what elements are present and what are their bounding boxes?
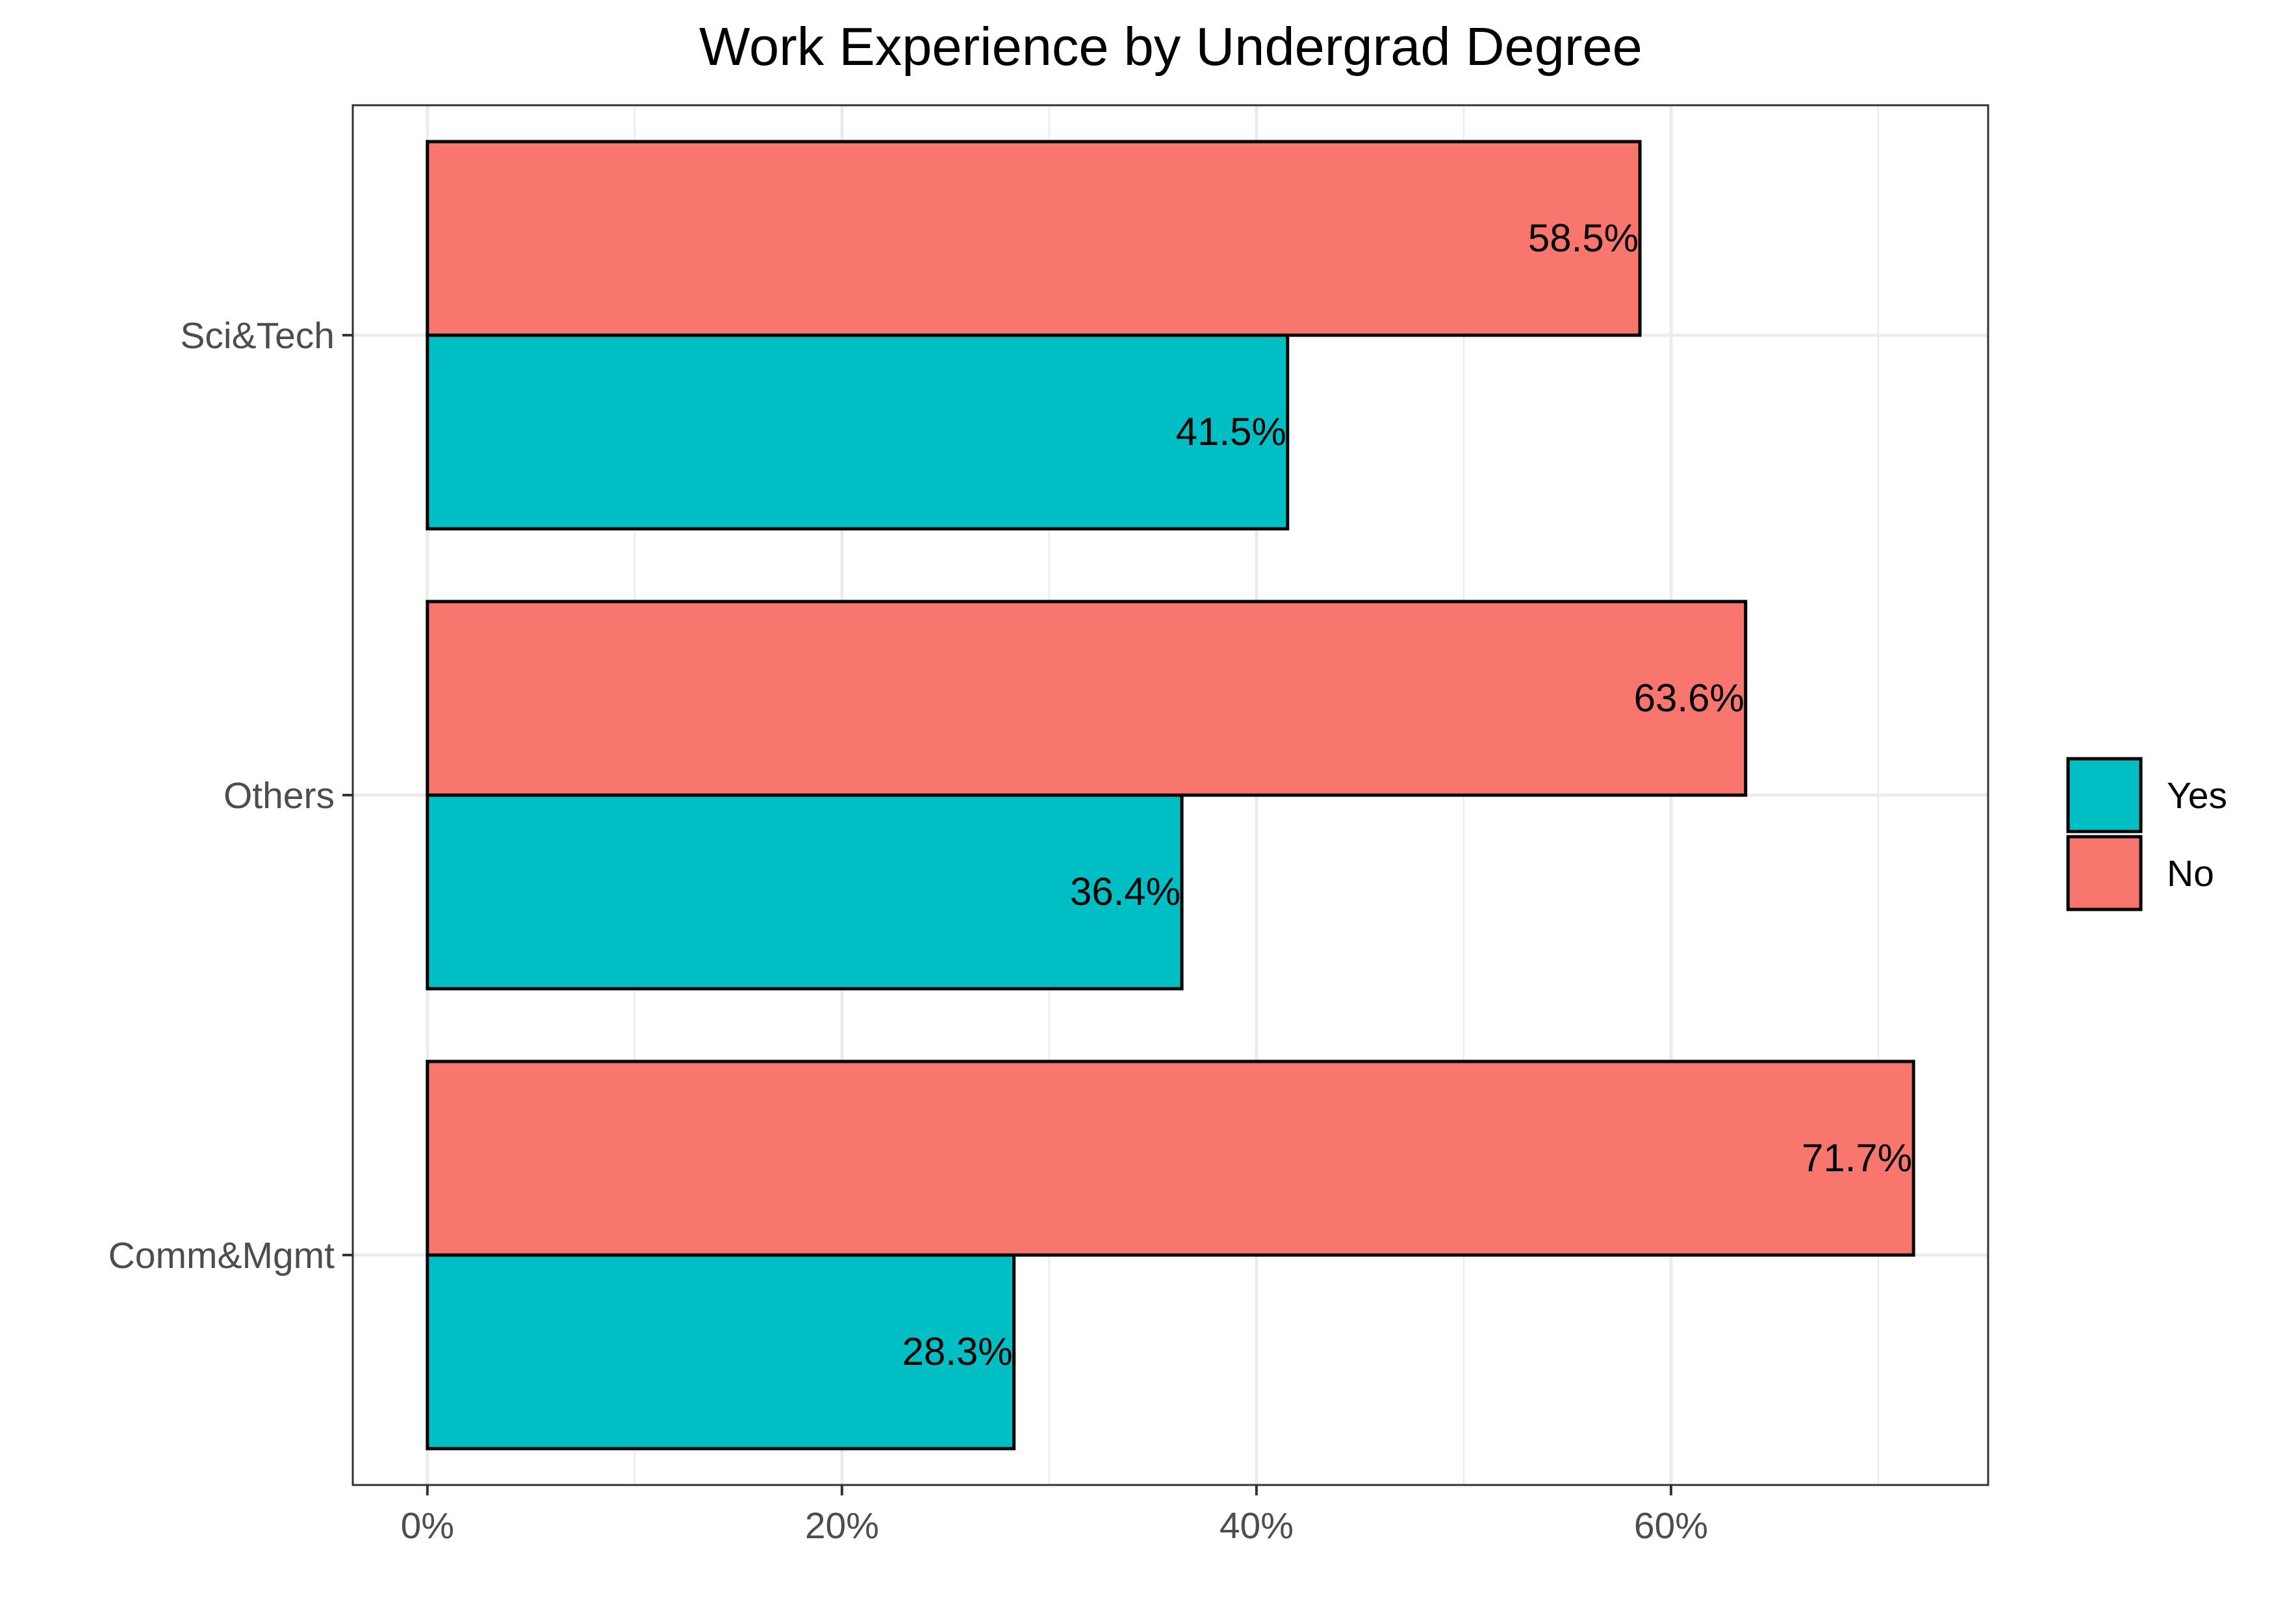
bar-label-yes-3: 28.3% bbox=[902, 1330, 1013, 1373]
y-axis: Sci&Tech Others Comm&Mgmt bbox=[109, 315, 353, 1276]
bar-yes-3 bbox=[426, 1253, 1016, 1451]
bar-label-yes-2: 36.4% bbox=[1070, 870, 1181, 913]
y-tick-label-1: Sci&Tech bbox=[180, 315, 335, 357]
legend-key-yes bbox=[2066, 757, 2143, 833]
x-axis: 0% 20% 40% 60% bbox=[401, 1485, 1708, 1547]
bar-no-3 bbox=[426, 1059, 1915, 1257]
legend-label-yes: Yes bbox=[2167, 775, 2227, 817]
bar-label-no-3: 71.7% bbox=[1802, 1136, 1912, 1180]
chart-title: Work Experience by Undergrad Degree bbox=[699, 16, 1642, 77]
bar-label-no-2: 63.6% bbox=[1634, 676, 1744, 720]
bar-yes-1 bbox=[426, 333, 1290, 531]
y-tick-label-3: Comm&Mgmt bbox=[109, 1235, 335, 1276]
y-tick-label-2: Others bbox=[224, 775, 335, 817]
legend-key-no bbox=[2066, 835, 2143, 911]
x-tick-label-1: 0% bbox=[401, 1505, 454, 1547]
bar-label-no-1: 58.5% bbox=[1528, 216, 1639, 260]
bar-label-yes-1: 41.5% bbox=[1176, 410, 1286, 453]
legend: Yes No bbox=[2066, 757, 2227, 911]
bar-no-2 bbox=[426, 600, 1748, 797]
x-tick-label-3: 40% bbox=[1220, 1505, 1294, 1547]
x-tick-label-4: 60% bbox=[1634, 1505, 1708, 1547]
x-tick-label-2: 20% bbox=[805, 1505, 879, 1547]
bar-labels: 58.5% 41.5% 63.6% 36.4% 71.7% 28.3% bbox=[902, 216, 1913, 1373]
legend-label-no: No bbox=[2167, 853, 2214, 894]
bars bbox=[426, 140, 1915, 1451]
bar-no-1 bbox=[426, 140, 1642, 337]
bar-yes-2 bbox=[426, 793, 1184, 991]
